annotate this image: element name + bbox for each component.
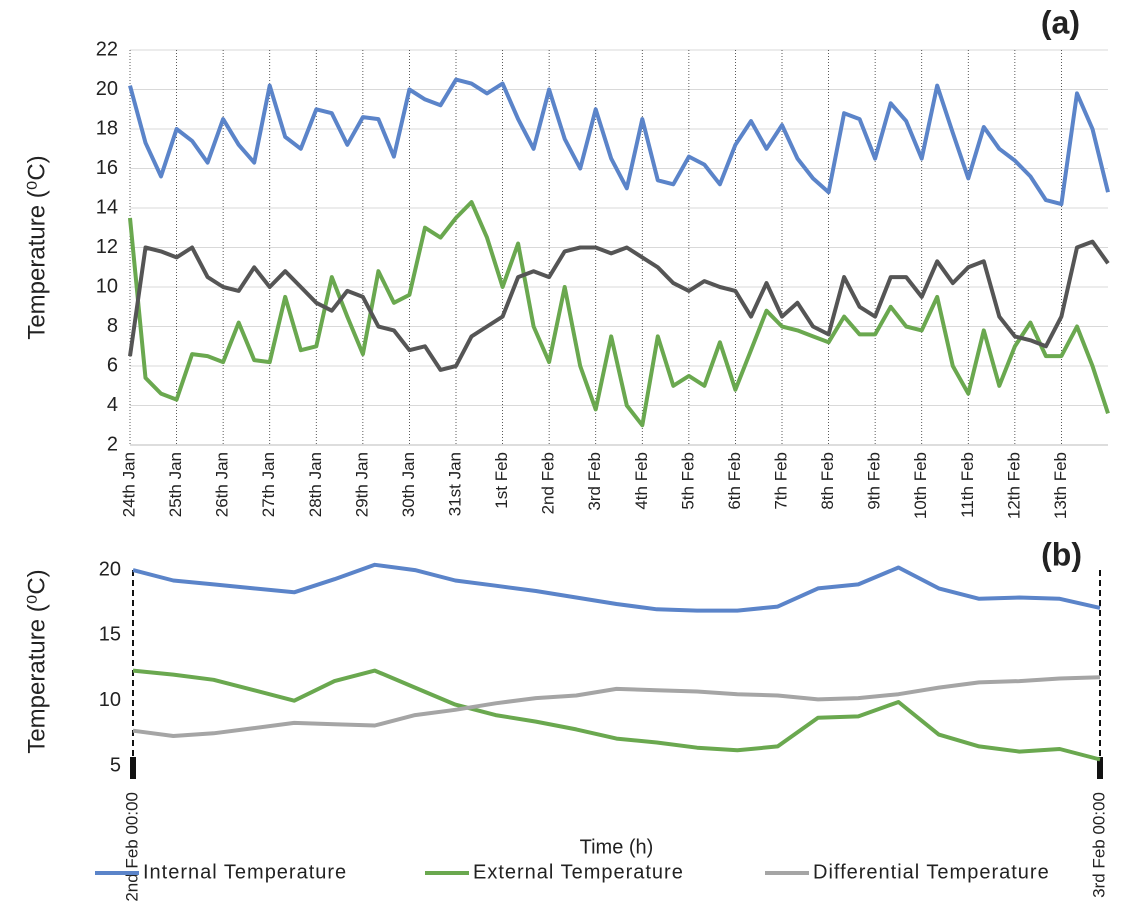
x-tick-label: 3rd Feb 00:00	[1089, 792, 1108, 898]
legend-label: Differential Temperature	[813, 861, 1050, 883]
series-line	[132, 675, 1101, 738]
x-tick-label: 9th Feb	[865, 452, 884, 510]
x-tick-label: 11th Feb	[958, 452, 977, 518]
x-tick-label: 1st Feb	[492, 452, 511, 509]
legend-label: External Temperature	[473, 861, 684, 883]
y-axis-label: Temperature (⁰C)	[23, 569, 50, 753]
x-tick-label: 6th Feb	[725, 452, 744, 510]
y-tick-label: 20	[99, 558, 121, 580]
y-tick-label: 20	[96, 78, 118, 100]
y-tick-label: 16	[96, 157, 118, 179]
y-axis-label: Temperature (⁰C)	[23, 155, 50, 339]
y-tick-label: 6	[107, 354, 118, 376]
x-tick-label: 3rd Feb	[585, 452, 604, 511]
series-line	[128, 77, 1110, 207]
y-tick-label: 5	[110, 754, 121, 776]
range-start-marker	[130, 757, 136, 779]
x-tick-label: 4th Feb	[632, 452, 651, 510]
y-tick-label: 10	[99, 689, 121, 711]
y-tick-label: 2	[107, 433, 118, 455]
series-line	[128, 239, 1110, 372]
x-tick-label: 12th Feb	[1004, 452, 1023, 519]
panel-label: (a)	[1041, 4, 1080, 40]
series-line	[132, 562, 1101, 613]
range-end-marker	[1097, 757, 1103, 779]
y-tick-label: 12	[96, 236, 118, 258]
x-tick-label: 26th Jan	[213, 452, 232, 517]
x-tick-label: 5th Feb	[678, 452, 697, 510]
x-tick-label: 30th Jan	[399, 452, 418, 517]
y-tick-label: 4	[107, 394, 118, 416]
y-tick-label: 14	[96, 196, 118, 218]
y-tick-label: 15	[99, 624, 121, 646]
x-tick-label: 10th Feb	[911, 452, 930, 519]
y-tick-label: 22	[96, 38, 118, 60]
series-line	[128, 200, 1110, 428]
x-tick-label: 29th Jan	[352, 452, 371, 517]
x-tick-label: 2nd Feb 00:00	[122, 792, 141, 902]
x-tick-label: 7th Feb	[771, 452, 790, 510]
x-axis-label: Time (h)	[580, 836, 654, 858]
y-tick-label: 10	[96, 275, 118, 297]
x-tick-label: 24th Jan	[119, 452, 138, 517]
x-tick-label: 28th Jan	[306, 452, 325, 517]
x-tick-label: 2nd Feb	[539, 452, 558, 514]
x-tick-label: 8th Feb	[818, 452, 837, 510]
y-tick-label: 18	[96, 117, 118, 139]
x-tick-label: 27th Jan	[259, 452, 278, 517]
panel-label: (b)	[1041, 536, 1082, 572]
x-tick-label: 13th Feb	[1051, 452, 1070, 519]
y-tick-label: 8	[107, 315, 118, 337]
series-line	[132, 668, 1101, 762]
legend-label: Internal Temperature	[143, 861, 347, 883]
x-tick-label: 31st Jan	[445, 452, 464, 516]
x-tick-label: 25th Jan	[166, 452, 185, 517]
